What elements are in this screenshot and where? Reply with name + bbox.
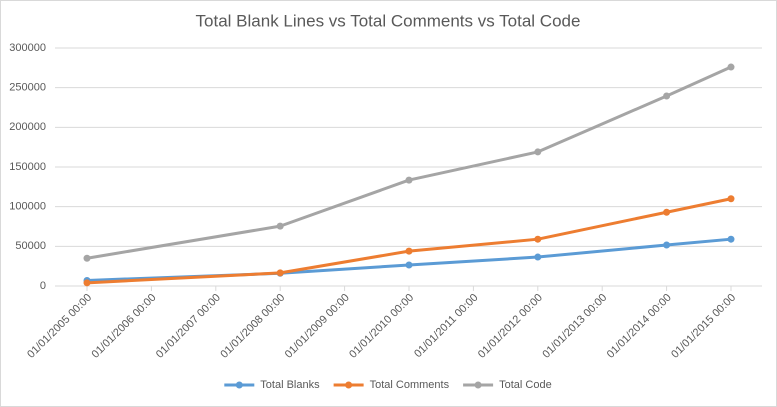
legend-label: Total Comments — [370, 379, 450, 391]
data-point — [83, 279, 91, 287]
y-tick-label: 250000 — [9, 82, 46, 94]
series-line — [86, 197, 732, 285]
y-tick-label: 0 — [40, 280, 46, 292]
data-point — [276, 269, 284, 277]
data-point — [727, 63, 735, 71]
legend-marker — [235, 381, 243, 389]
y-tick-label: 200000 — [9, 121, 46, 133]
chart-title: Total Blank Lines vs Total Comments vs T… — [196, 11, 581, 30]
legend-label: Total Blanks — [260, 379, 320, 391]
series-line — [86, 65, 732, 260]
data-point — [534, 148, 542, 156]
data-point — [405, 261, 413, 269]
data-point — [534, 253, 542, 261]
y-tick-label: 150000 — [9, 161, 46, 173]
data-point — [727, 195, 735, 203]
data-point — [727, 235, 735, 243]
data-point — [663, 92, 671, 100]
y-tick-label: 50000 — [15, 240, 46, 252]
legend-marker — [474, 381, 482, 389]
data-point — [276, 222, 284, 230]
data-point — [534, 235, 542, 243]
legend-label: Total Code — [499, 379, 552, 391]
data-point — [663, 241, 671, 249]
data-point — [405, 247, 413, 255]
y-tick-label: 100000 — [9, 201, 46, 213]
data-point — [83, 254, 91, 262]
y-tick-label: 300000 — [9, 42, 46, 54]
data-point — [663, 208, 671, 216]
legend-marker — [345, 381, 353, 389]
data-point — [405, 176, 413, 184]
